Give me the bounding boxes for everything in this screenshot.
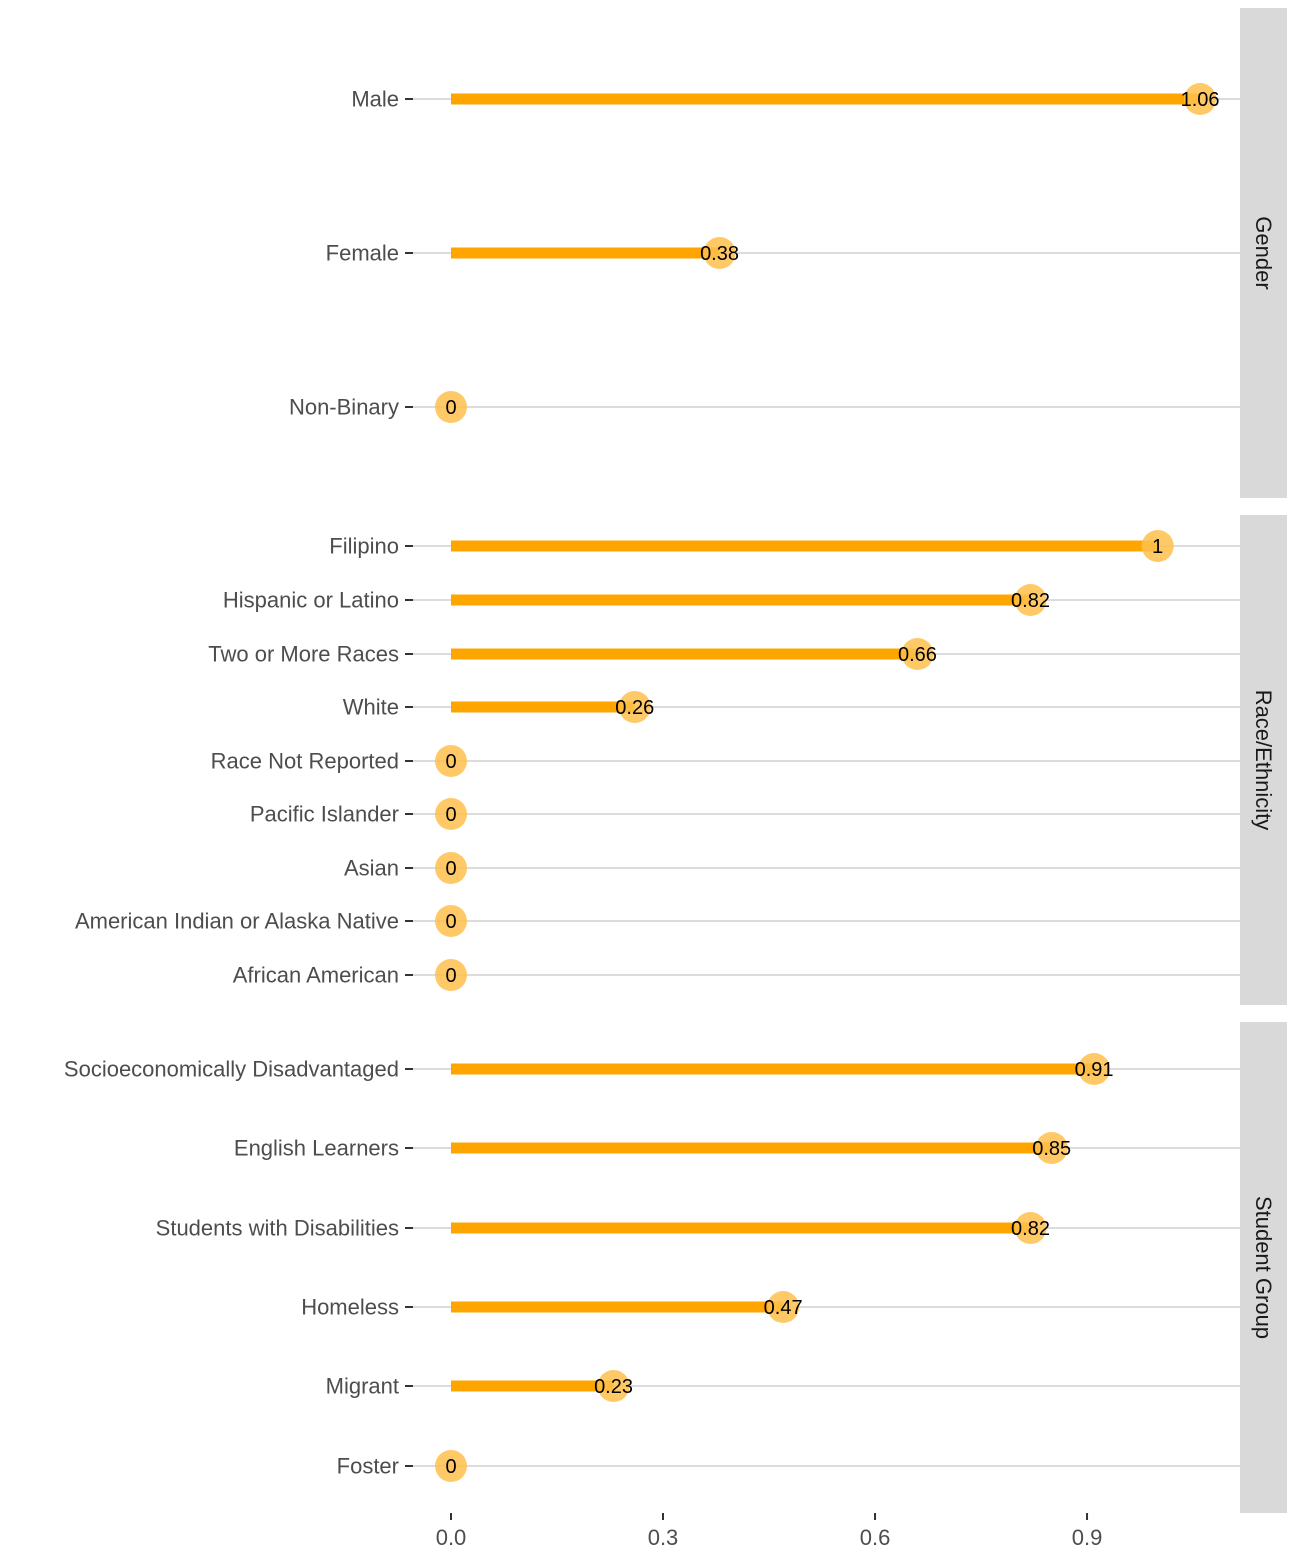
lollipop-point (1078, 1053, 1111, 1085)
lollipop-point (703, 237, 736, 269)
row-asian: Asian 0 (344, 852, 1240, 884)
value-label: 0 (445, 397, 456, 419)
value-label: 0.85 (1032, 1138, 1071, 1160)
value-label: 0 (445, 1456, 456, 1478)
lollipop-point (435, 798, 467, 830)
facet-strip-label: Gender (1251, 216, 1276, 289)
panel-student-group: Student Group Socioeconomically Disadvant… (64, 1022, 1287, 1513)
category-label: Race Not Reported (211, 749, 399, 774)
category-label: Hispanic or Latino (223, 588, 399, 613)
x-tick-label: 0.6 (860, 1525, 891, 1550)
lollipop-point (435, 745, 467, 777)
panel-race-ethnicity: Race/Ethnicity Filipino 1 Hispanic or Latin… (75, 515, 1287, 1005)
panel-gender: Gender Male 1.06 Female 0.38 Non-Binary 0 (289, 8, 1287, 498)
value-label: 0.82 (1011, 1218, 1050, 1240)
value-label: 0.47 (764, 1297, 803, 1319)
row-non-binary: Non-Binary 0 (289, 391, 1240, 423)
value-label: 1 (1152, 536, 1163, 558)
x-tick-label: 0.9 (1072, 1525, 1103, 1550)
x-axis: 0.0 0.3 0.6 0.9 (436, 1513, 1103, 1550)
row-hispanic-or-latino: Hispanic or Latino 0.82 (223, 584, 1240, 616)
lollipop-point (435, 1450, 467, 1482)
row-american-indian-or-alaska-native: American Indian or Alaska Native 0 (75, 905, 1240, 937)
category-label: Foster (337, 1454, 399, 1479)
value-label: 0.38 (700, 243, 739, 265)
row-migrant: Migrant 0.23 (326, 1370, 1240, 1402)
value-label: 0 (445, 804, 456, 826)
category-label: White (343, 695, 399, 720)
lollipop-point (1035, 1132, 1068, 1164)
lollipop-point (435, 391, 467, 423)
category-label: Male (351, 87, 399, 112)
row-students-with-disabilities: Students with Disabilities 0.82 (156, 1212, 1240, 1244)
category-label: Female (326, 241, 399, 266)
row-foster: Foster 0 (337, 1450, 1240, 1482)
value-label: 0.23 (594, 1376, 633, 1398)
lollipop-point (767, 1291, 800, 1323)
value-label: 0 (445, 858, 456, 880)
value-label: 0.26 (615, 697, 654, 719)
lollipop-point (618, 691, 651, 723)
row-two-or-more-races: Two or More Races 0.66 (208, 638, 1240, 670)
lollipop-point (901, 638, 934, 670)
lollipop-point (1184, 83, 1217, 115)
x-tick-label: 0.0 (436, 1525, 467, 1550)
row-african-american: African American 0 (233, 959, 1240, 991)
value-label: 0.82 (1011, 590, 1050, 612)
category-label: Filipino (329, 534, 399, 559)
row-pacific-islander: Pacific Islander 0 (250, 798, 1240, 830)
row-english-learners: English Learners 0.85 (234, 1132, 1240, 1164)
row-filipino: Filipino 1 (329, 530, 1240, 562)
lollipop-point (435, 852, 467, 884)
category-label: African American (233, 963, 399, 988)
lollipop-point (1141, 530, 1174, 562)
value-label: 0.91 (1075, 1059, 1114, 1081)
lollipop-point (597, 1370, 630, 1402)
category-label: Migrant (326, 1374, 399, 1399)
facet-strip (1240, 1022, 1287, 1513)
row-white: White 0.26 (343, 691, 1240, 723)
facet-strip-label: Race/Ethnicity (1251, 690, 1276, 831)
row-female: Female 0.38 (326, 237, 1240, 269)
value-label: 0 (445, 911, 456, 933)
category-label: Non-Binary (289, 395, 399, 420)
lollipop-point (1014, 584, 1047, 616)
facet-strip-label: Student Group (1251, 1196, 1276, 1339)
row-socioeconomically-disadvantaged: Socioeconomically Disadvantaged 0.91 (64, 1053, 1240, 1085)
category-label: Pacific Islander (250, 802, 399, 827)
value-label: 0 (445, 965, 456, 987)
row-race-not-reported: Race Not Reported 0 (211, 745, 1240, 777)
lollipop-point (435, 905, 467, 937)
category-label: Homeless (301, 1295, 399, 1320)
x-tick-label: 0.3 (648, 1525, 679, 1550)
lollipop-point (435, 959, 467, 991)
category-label: Two or More Races (208, 642, 399, 667)
facet-strip (1240, 8, 1287, 498)
category-label: English Learners (234, 1136, 399, 1161)
lollipop-point (1014, 1212, 1047, 1244)
value-label: 0.66 (898, 644, 937, 666)
facet-strip (1240, 515, 1287, 1005)
value-label: 1.06 (1181, 89, 1220, 111)
category-label: Students with Disabilities (156, 1216, 399, 1241)
category-label: Socioeconomically Disadvantaged (64, 1057, 399, 1082)
row-male: Male 1.06 (351, 83, 1240, 115)
row-homeless: Homeless 0.47 (301, 1291, 1240, 1323)
category-label: Asian (344, 856, 399, 881)
category-label: American Indian or Alaska Native (75, 909, 399, 934)
value-label: 0 (445, 751, 456, 773)
